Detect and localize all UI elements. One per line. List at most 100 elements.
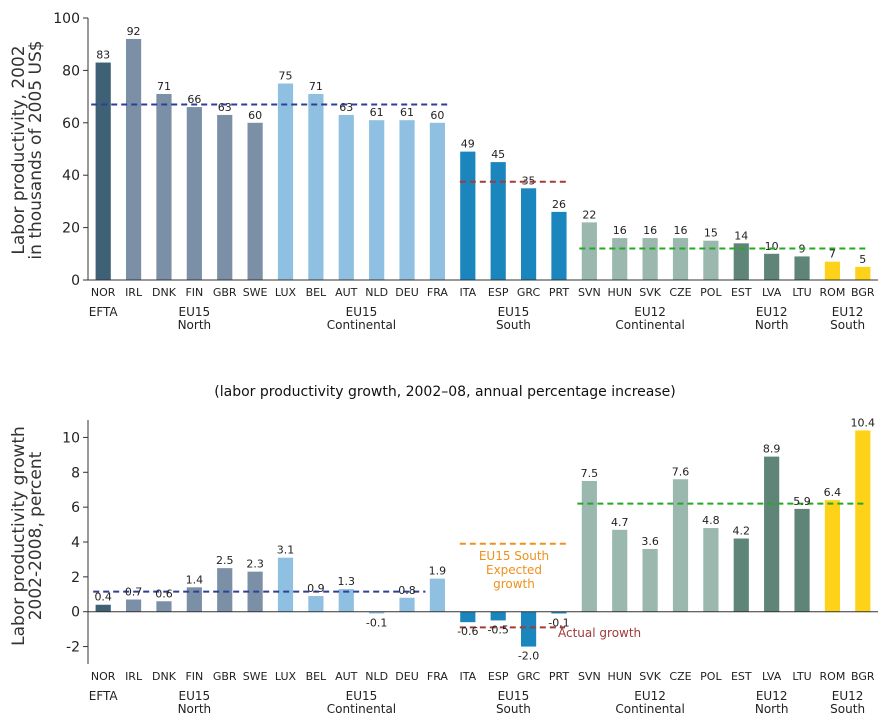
top-y-axis-title: Labor productivity, 2002 in thousands of… [9, 40, 46, 259]
bar-svn [581, 222, 597, 280]
category-label-lux: LUX [275, 286, 297, 299]
bar-irl [125, 599, 142, 612]
data-label-nor: 0.4 [94, 591, 112, 604]
category-label-rom: ROM [820, 670, 846, 683]
category-label-grc: GRC [517, 286, 541, 299]
bar-esp [490, 611, 506, 621]
bar-prt [551, 611, 567, 614]
data-label-ita: 49 [461, 138, 475, 151]
data-label-dnk: 71 [157, 80, 171, 93]
top-bars [95, 38, 871, 281]
category-label-bel: BEL [306, 670, 327, 683]
data-label-irl: 0.7 [125, 586, 143, 599]
category-label-est: EST [731, 670, 752, 683]
data-label-svk: 16 [643, 224, 657, 237]
category-label-svk: SVK [639, 286, 662, 299]
data-label-deu: 61 [400, 106, 414, 119]
bar-hun [612, 238, 628, 280]
category-label-aut: AUT [335, 670, 358, 683]
bar-aut [338, 114, 354, 280]
expected-growth-label-line2: Expected [486, 563, 542, 577]
category-label-ltu: LTU [792, 286, 811, 299]
data-label-prt: 26 [552, 198, 566, 211]
y-tick-label: 2 [71, 570, 80, 586]
bar-bel [308, 93, 324, 280]
data-label-aut: 1.3 [338, 575, 356, 588]
category-label-swe: SWE [243, 286, 268, 299]
bar-bel [308, 596, 324, 612]
group-label-line1: EFTA [89, 305, 119, 319]
bar-grc [520, 611, 537, 647]
bar-nld [369, 611, 385, 614]
bar-nld [369, 120, 385, 281]
top-axes [87, 18, 878, 281]
group-label-line1: EU15 [346, 689, 378, 703]
category-label-nld: NLD [365, 286, 388, 299]
data-label-grc: 35 [522, 174, 536, 187]
data-label-svn: 22 [582, 208, 596, 221]
category-label-rom: ROM [820, 286, 846, 299]
data-label-svk: 3.6 [641, 535, 659, 548]
group-label-line1: EU12 [634, 689, 666, 703]
group-label-line2: North [178, 318, 212, 332]
bar-lva [764, 253, 780, 280]
bottom-group-labels: EFTA EU15NorthEU15ContinentalEU15SouthEU1… [89, 689, 865, 716]
data-label-est: 14 [734, 229, 748, 242]
category-label-gbr: GBR [213, 670, 237, 683]
top-y-ticks: 0 20 40 60 80 100 [53, 11, 88, 289]
bar-irl [125, 38, 142, 281]
data-label-rom: 7 [829, 248, 836, 261]
bar-bgr [855, 430, 871, 612]
bar-rom [824, 261, 841, 280]
category-label-fin: FIN [185, 286, 203, 299]
top-reference-lines [91, 103, 869, 250]
data-label-esp: 45 [491, 148, 505, 161]
data-label-pol: 15 [704, 227, 718, 240]
category-label-ita: ITA [459, 670, 476, 683]
data-label-hun: 4.7 [611, 516, 629, 529]
group-label-line2: North [178, 702, 212, 716]
category-label-irl: IRL [125, 286, 143, 299]
bar-dnk [156, 93, 172, 280]
category-label-gbr: GBR [213, 286, 237, 299]
bottom-data-labels: 0.4 0.7 0.6 1.4 2.5 2.3 3.1 0.9 1.3 -0.1 0.8 1.9 -0.… [94, 416, 875, 662]
data-label-est: 4.2 [733, 525, 751, 538]
group-label-line2: Continental [327, 702, 396, 716]
bottom-chart: Labor productivity growth 2002-2008, per… [9, 416, 878, 716]
group-label-line2: South [496, 318, 531, 332]
category-label-nor: NOR [91, 670, 116, 683]
bar-fra [429, 578, 446, 612]
category-label-bgr: BGR [851, 286, 875, 299]
category-label-svk: SVK [639, 670, 662, 683]
category-label-esp: ESP [488, 670, 509, 683]
y-tick-label: 6 [71, 500, 80, 516]
group-label-line2: South [830, 318, 865, 332]
y-tick-label: 20 [62, 221, 80, 237]
y-tick-label: 0 [71, 605, 80, 621]
category-label-ita: ITA [459, 286, 476, 299]
data-label-hun: 16 [613, 224, 627, 237]
category-label-ltu: LTU [792, 670, 811, 683]
group-label-line2: Continental [615, 702, 684, 716]
bar-cze [672, 238, 689, 280]
category-label-cze: CZE [669, 286, 691, 299]
data-label-fra: 60 [430, 109, 444, 122]
category-label-hun: HUN [607, 286, 632, 299]
data-label-ltu: 5.9 [793, 495, 811, 508]
bar-ltu [794, 508, 810, 612]
category-label-lva: LVA [762, 286, 782, 299]
category-label-hun: HUN [607, 670, 632, 683]
data-label-swe: 2.3 [246, 558, 264, 571]
category-label-deu: DEU [395, 670, 418, 683]
category-label-fra: FRA [427, 286, 449, 299]
category-label-nor: NOR [91, 286, 116, 299]
bottom-bars [95, 430, 871, 647]
y-tick-label: -2 [66, 640, 80, 656]
data-label-irl: 92 [127, 25, 141, 38]
data-label-lux: 3.1 [277, 544, 295, 557]
group-label-line1: EU12 [832, 689, 864, 703]
y-tick-label: 60 [62, 116, 80, 132]
bottom-ylabel-line1: Labor productivity growth [9, 426, 29, 646]
bottom-y-ticks: -2 0 2 4 6 8 10 [62, 430, 88, 656]
group-label-line1: EU15 [346, 305, 378, 319]
